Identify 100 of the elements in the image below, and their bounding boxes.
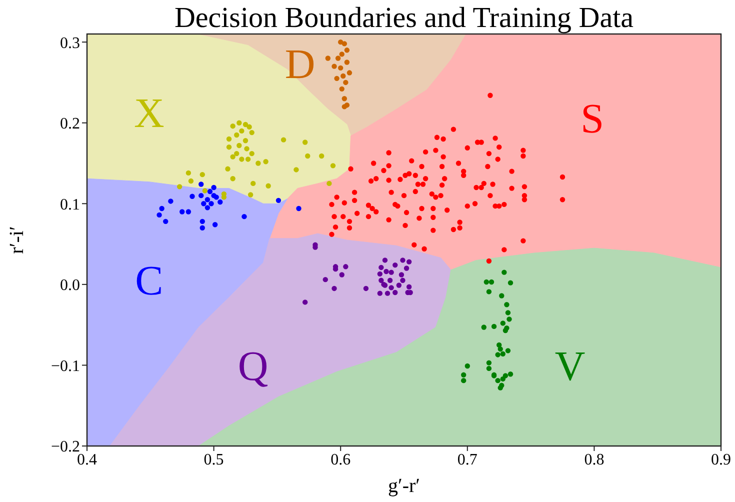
point [226,136,232,142]
point [500,320,506,326]
point [230,123,236,129]
point [198,182,204,187]
point [159,206,164,212]
point [230,176,236,182]
point [322,276,328,282]
annotation: X [134,90,164,137]
point [242,122,248,128]
annotation: D [284,42,316,88]
point [176,184,182,190]
point [242,214,247,220]
x-tick-label: 0.7 [457,451,478,468]
point [340,73,346,79]
point [239,156,244,162]
point [234,132,240,138]
point [226,144,232,150]
point [207,188,213,194]
point [198,192,204,198]
point [508,372,514,377]
y-tick-label: 0.2 [60,116,80,133]
y-tick-label: 0.3 [60,34,80,52]
point [186,170,192,176]
point [495,352,500,358]
point [202,188,208,194]
point [302,300,308,305]
point [156,212,162,218]
point [302,140,308,145]
x-tick-label: 0.9 [711,451,731,468]
point [342,96,348,102]
point [326,180,332,186]
point [339,272,344,278]
point [343,264,348,270]
y-tick-label: 0.0 [60,277,80,294]
point [500,351,506,357]
point [214,194,219,200]
point [250,180,256,186]
point [377,290,383,296]
point [488,279,494,285]
point [392,290,398,296]
point [338,65,344,71]
annotation: S [580,96,604,142]
point [363,286,369,292]
point [200,225,205,230]
point [180,209,185,214]
point [342,41,348,46]
point [168,198,174,204]
point [400,258,406,263]
point [163,218,168,224]
point [382,258,388,263]
point [305,153,310,159]
point [384,268,389,274]
point [204,205,210,210]
point [486,360,492,366]
x-tick-label: 0.5 [204,451,224,468]
point [239,128,244,134]
point [339,52,344,57]
point [230,154,236,160]
point [248,192,254,198]
point [234,150,240,156]
point [495,378,500,384]
point [392,262,398,268]
point [244,146,250,152]
point [334,76,340,82]
point [398,272,404,278]
point [208,201,214,206]
point [280,137,286,142]
point [188,178,194,184]
annotation: V [554,344,586,390]
point [190,194,195,199]
point [200,218,205,224]
point [377,271,383,277]
point [505,310,511,316]
point [294,167,299,172]
point [481,324,486,330]
point [460,378,466,384]
x-tick-label: 0.4 [77,451,97,468]
point [245,156,251,162]
point [346,70,352,76]
point [384,290,390,296]
point [249,130,254,136]
point [249,150,254,156]
point [325,56,331,61]
point [218,199,223,205]
point [502,328,508,334]
point [486,366,492,372]
annotation: Q [238,344,268,390]
point [332,64,337,69]
x-tick-label: 0.8 [584,451,604,468]
point [406,259,412,264]
point [387,278,393,283]
point [276,198,282,204]
point [508,280,514,286]
point [388,270,394,275]
point [344,60,350,65]
point [225,166,230,172]
point [504,302,510,308]
point [330,163,336,168]
point [498,385,503,390]
point [484,279,490,285]
